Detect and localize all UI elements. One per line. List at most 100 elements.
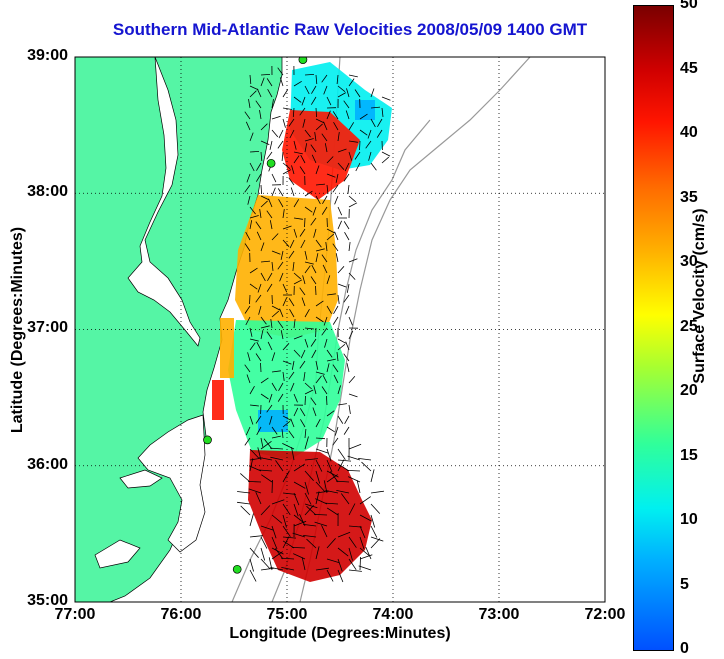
velocity-arrow (310, 338, 317, 347)
velocity-arrow (292, 261, 295, 271)
velocity-arrow (271, 435, 281, 439)
velocity-arrow (310, 144, 317, 153)
velocity-arrow (260, 525, 274, 531)
velocity-arrow (337, 92, 346, 98)
velocity-arrow (304, 458, 318, 461)
velocity-arrow (312, 407, 317, 417)
velocity-arrow (259, 209, 262, 219)
velocity-arrow (282, 225, 292, 230)
velocity-arrow (381, 96, 391, 101)
velocity-arrow (244, 305, 251, 314)
y-tick-label: 36:00 (27, 456, 68, 473)
velocity-arrow (256, 426, 262, 436)
velocity-arrow (340, 493, 350, 505)
velocity-arrow (271, 479, 273, 494)
velocity-arrow (332, 316, 339, 325)
velocity-arrow (263, 438, 273, 450)
velocity-arrow (345, 341, 350, 351)
velocity-arrow (278, 199, 284, 208)
velocity-arrow (337, 448, 346, 460)
colorbar-tick: 40 (680, 124, 698, 141)
velocity-arrow (348, 140, 358, 143)
velocity-arrow (260, 77, 265, 87)
velocity-arrow (240, 473, 251, 483)
velocity-arrow (282, 470, 290, 483)
velocity-arrow (315, 118, 325, 124)
velocity-arrow (255, 221, 262, 230)
velocity-arrow (292, 532, 306, 538)
velocity-arrow (323, 85, 328, 95)
velocity-arrow (326, 233, 335, 241)
velocity-arrow (303, 371, 306, 381)
velocity-arrow (301, 557, 306, 571)
colorbar-tick: 10 (680, 511, 698, 528)
velocity-arrow (370, 514, 376, 528)
velocity-arrow (304, 250, 308, 260)
velocity-arrow (337, 338, 347, 344)
velocity-arrow (344, 162, 350, 172)
velocity-arrow (313, 228, 317, 238)
velocity-arrow (267, 341, 273, 351)
velocity-arrow (315, 300, 324, 307)
velocity-arrow (291, 447, 295, 461)
velocity-arrow (326, 358, 336, 362)
velocity-arrow (333, 374, 339, 384)
velocity-arrow (358, 565, 372, 571)
velocity-arrow (299, 514, 306, 527)
velocity-arrow (348, 258, 358, 263)
velocity-arrow (304, 265, 311, 274)
velocity-arrow (312, 206, 317, 216)
velocity-arrow (240, 505, 251, 516)
velocity-arrow (315, 165, 320, 175)
velocity-arrow (315, 371, 325, 375)
velocity-arrow (343, 173, 350, 182)
velocity-arrow (282, 371, 285, 381)
velocity-arrow (354, 151, 361, 160)
velocity-arrow (249, 338, 259, 342)
velocity-arrow (291, 165, 295, 175)
velocity-arrow (260, 440, 272, 450)
velocity-arrow (293, 279, 303, 285)
velocity-arrow (337, 463, 350, 472)
velocity-arrow (293, 463, 306, 472)
velocity-arrow (256, 162, 262, 171)
velocity-arrow (270, 456, 284, 461)
velocity-arrow (326, 363, 330, 373)
velocity-arrow (267, 89, 273, 98)
velocity-arrow (367, 129, 372, 139)
velocity-arrow (315, 107, 317, 118)
velocity-arrow (279, 308, 284, 318)
velocity-arrow (249, 267, 258, 274)
velocity-arrow (293, 151, 303, 155)
velocity-arrow (304, 395, 306, 406)
velocity-arrow (321, 254, 328, 263)
velocity-arrow (249, 206, 256, 215)
velocity-arrow (244, 437, 251, 446)
velocity-arrow (326, 558, 340, 564)
velocity-arrow (279, 272, 284, 282)
velocity-arrow (348, 393, 358, 398)
y-tick-label: 37:00 (27, 319, 68, 336)
velocity-arrow (332, 184, 339, 193)
velocity-arrow (248, 488, 262, 494)
y-tick-label: 38:00 (27, 183, 68, 200)
velocity-arrow (247, 352, 251, 362)
velocity-arrow (249, 535, 263, 538)
velocity-arrow (322, 195, 328, 205)
velocity-arrow (281, 151, 284, 162)
velocity-arrow (249, 458, 254, 472)
velocity-arrow (256, 231, 262, 241)
velocity-arrow (370, 469, 375, 483)
velocity-arrow (337, 569, 344, 583)
velocity-arrow (348, 375, 356, 384)
velocity-arrow (278, 129, 284, 139)
velocity-arrow (370, 490, 384, 494)
velocity-arrow (271, 514, 283, 524)
map-title: Southern Mid-Atlantic Raw Velocities 200… (112, 20, 588, 39)
velocity-arrow (260, 200, 268, 208)
velocity-arrow (269, 415, 273, 425)
velocity-arrow (304, 338, 309, 348)
velocity-arrow (249, 132, 254, 142)
velocity-arrow (314, 521, 328, 527)
velocity-arrow (269, 140, 273, 150)
